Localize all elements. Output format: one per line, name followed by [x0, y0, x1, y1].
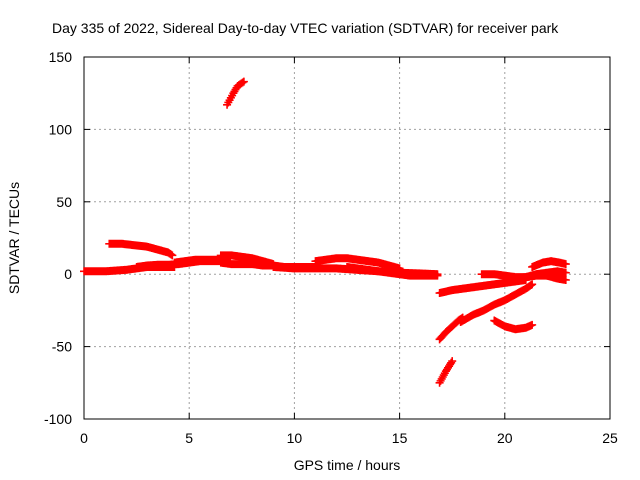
series-arc-5	[223, 77, 248, 109]
series-arc-11	[435, 357, 457, 387]
data-point-markers	[311, 254, 404, 273]
x-tick-label: 15	[392, 430, 408, 446]
data-point-markers	[532, 270, 570, 284]
x-tick-label: 0	[80, 430, 88, 446]
data-point-markers	[490, 316, 537, 334]
x-tick-label: 10	[287, 430, 303, 446]
y-tick-label: -50	[52, 339, 72, 355]
grid	[84, 57, 610, 419]
x-tick-label: 20	[497, 430, 513, 446]
series-arc-19	[532, 270, 570, 284]
data-point-markers	[223, 77, 248, 109]
series-arc-16	[490, 316, 537, 334]
data-marks	[80, 77, 570, 387]
x-tick-label: 5	[185, 430, 193, 446]
y-tick-label: -100	[44, 411, 72, 427]
series-arc-9	[311, 254, 404, 273]
series-arc-14	[456, 280, 537, 326]
y-tick-label: 150	[49, 49, 73, 65]
data-point-markers	[528, 257, 570, 271]
chart-title: Day 335 of 2022, Sidereal Day-to-day VTE…	[52, 20, 559, 36]
data-point-markers	[343, 262, 442, 280]
data-point-markers	[435, 357, 457, 387]
data-point-markers	[456, 280, 537, 326]
x-tick-label: 25	[602, 430, 618, 446]
data-point-markers	[105, 239, 177, 260]
y-tick-label: 100	[49, 121, 73, 137]
series-arc-10	[343, 262, 442, 280]
plot-frame	[83, 56, 611, 420]
axis-ticks: 0 5 10 15 20 25 -100 -50 0 50 100 150	[44, 49, 618, 446]
y-axis-label: SDTVAR / TECUs	[6, 182, 22, 294]
series-arc-2	[105, 239, 177, 260]
y-tick-label: 0	[64, 266, 72, 282]
x-axis-label: GPS time / hours	[294, 457, 401, 473]
y-tick-label: 50	[56, 194, 72, 210]
series-arc-18	[528, 257, 570, 271]
